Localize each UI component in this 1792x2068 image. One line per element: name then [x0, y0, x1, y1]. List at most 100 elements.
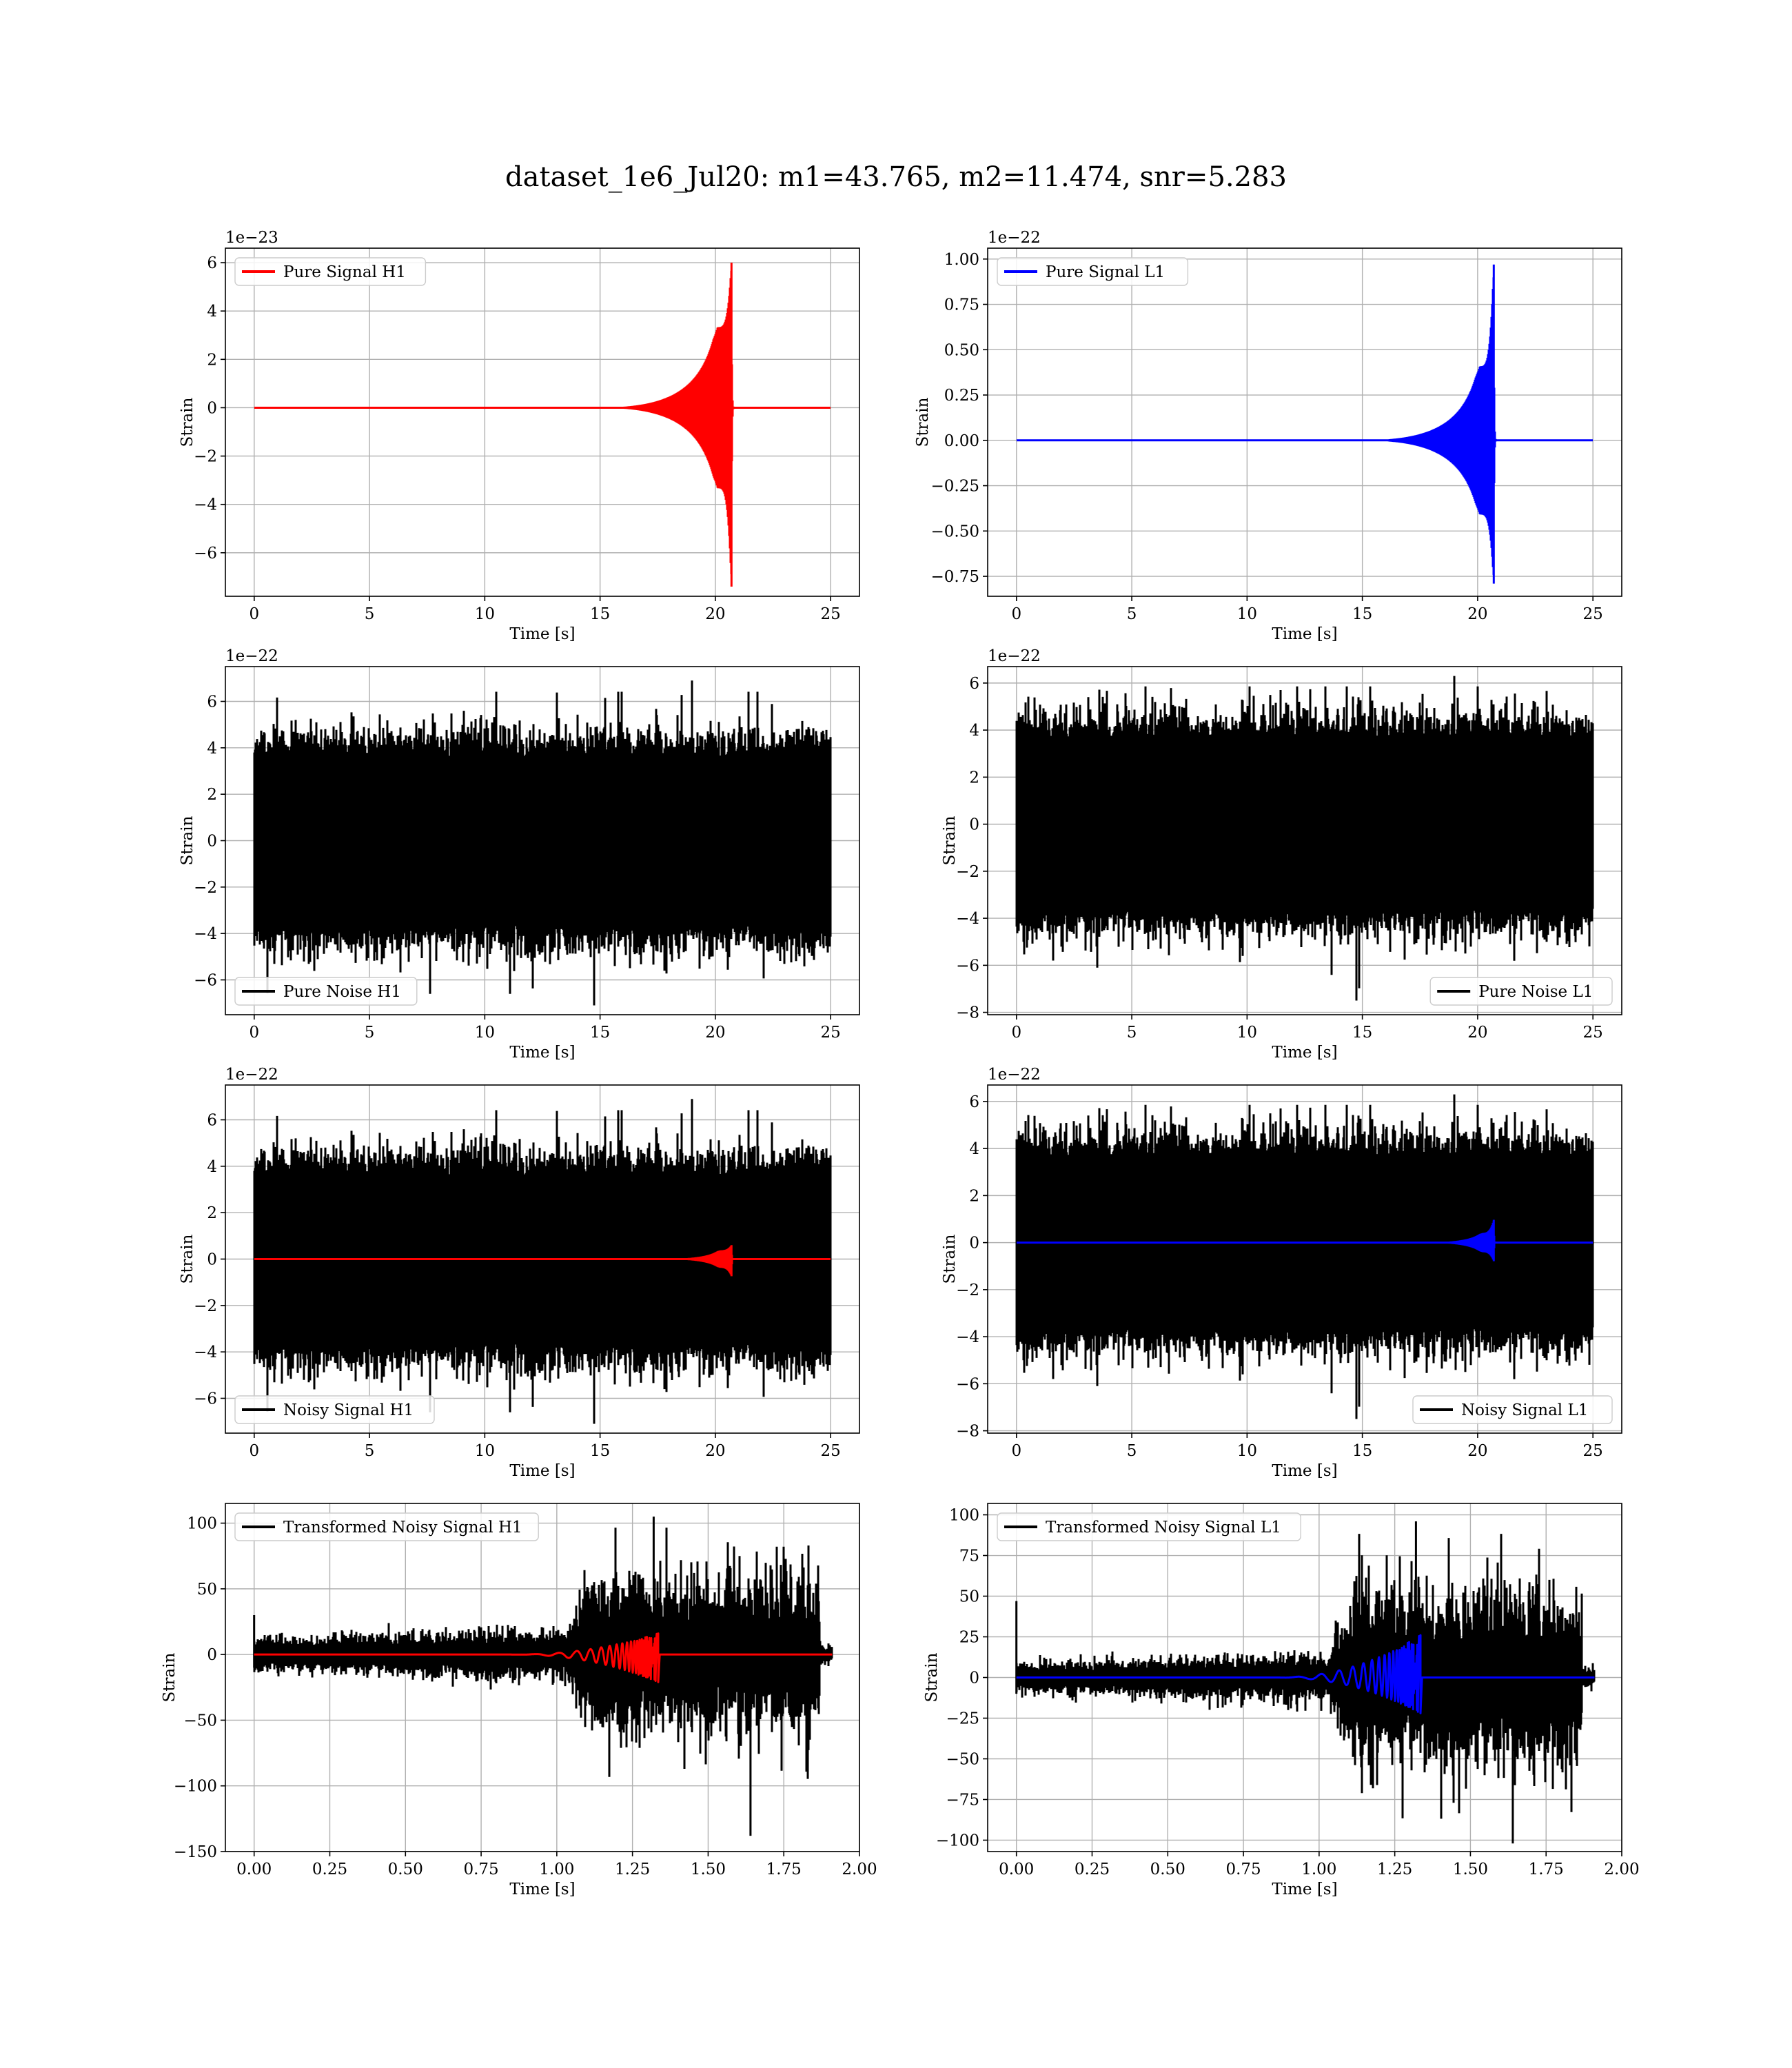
x-axis: 0 5 10 15 20 25: [1011, 1433, 1603, 1460]
y-tick-label: 100: [187, 1515, 217, 1533]
x-axis-label: Time [s]: [509, 1462, 575, 1480]
x-tick-label: 20: [1467, 605, 1487, 623]
y-tick-label: −0.50: [931, 523, 979, 540]
series-chirp-trace: [254, 263, 831, 587]
y-tick-label: −6: [194, 972, 217, 990]
plot-area: [253, 680, 832, 1006]
y-axis-label: Strain: [179, 815, 196, 865]
y-tick-label: 4: [969, 1140, 979, 1158]
series-chirp-trace: [254, 1245, 831, 1277]
y-tick-label: −100: [174, 1778, 217, 1796]
y-tick-label: 2: [969, 769, 979, 787]
y-offset-label: 1e−22: [988, 647, 1041, 665]
legend: Noisy Signal H1: [234, 1395, 435, 1424]
legend-box: [997, 257, 1189, 286]
x-tick-label: 1.00: [539, 1861, 574, 1878]
plot-area: [253, 1517, 833, 1836]
x-tick-label: 2.00: [842, 1861, 877, 1878]
legend-label: Noisy Signal H1: [283, 1401, 414, 1419]
series-chirp-trace: [1017, 264, 1593, 584]
series-transformed-chirp-trace: [1016, 1634, 1595, 1714]
y-tick-label: −4: [194, 496, 217, 514]
x-tick-label: 0: [249, 605, 259, 623]
y-axis: −6 −4 −2 0 2 4 6: [194, 693, 225, 990]
y-axis: −6 −4 −2 0 2 4 6: [194, 1112, 225, 1408]
x-tick-label: 1.75: [766, 1861, 802, 1878]
y-tick-label: 75: [959, 1548, 979, 1565]
y-tick-label: −6: [194, 545, 217, 562]
x-tick-label: 0.75: [1225, 1861, 1261, 1878]
x-tick-label: 0: [249, 1024, 259, 1042]
y-tick-label: 2: [207, 1204, 217, 1222]
legend-box: [997, 1512, 1301, 1541]
legend-box: [234, 257, 427, 286]
legend-label: Transformed Noisy Signal H1: [283, 1519, 522, 1537]
y-offset-label: 1e−22: [988, 229, 1041, 247]
x-axis: 0 5 10 15 20 25: [249, 1433, 841, 1460]
y-axis-label: Strain: [179, 1234, 196, 1284]
subplot-noisy-signal-h1: 0 5 10 15 20 25 −6 −4 −2 0 2 4 6 Time [s] Strain 1e−22 N…: [179, 1066, 860, 1480]
x-tick-label: 0.25: [1075, 1861, 1110, 1878]
legend: Pure Signal H1: [234, 257, 427, 286]
y-tick-label: 50: [959, 1588, 979, 1606]
x-tick-label: 5: [1127, 605, 1137, 623]
axes-frame: [225, 247, 860, 597]
axes-frame: [987, 1084, 1622, 1434]
y-offset-label: 1e−22: [225, 647, 278, 665]
x-axis: 0 5 10 15 20 25: [1011, 1015, 1603, 1042]
y-tick-label: 100: [949, 1507, 979, 1525]
axes-frame: [987, 247, 1622, 597]
y-offset-label: 1e−22: [988, 1066, 1041, 1084]
y-axis-label: Strain: [941, 815, 959, 865]
x-tick-label: 5: [1127, 1442, 1137, 1460]
y-tick-label: −2: [956, 1281, 979, 1299]
y-tick-label: 4: [969, 722, 979, 740]
series-noise-trace: [253, 680, 832, 1006]
legend: Pure Signal L1: [997, 257, 1189, 286]
y-tick-label: −8: [956, 1004, 979, 1022]
x-tick-label: 20: [705, 1442, 725, 1460]
x-tick-label: 25: [821, 605, 841, 623]
y-axis: −8 −6 −4 −2 0 2 4 6: [956, 675, 988, 1022]
x-tick-label: 2.00: [1604, 1861, 1639, 1878]
x-tick-label: 15: [590, 1024, 610, 1042]
y-axis-label: Strain: [941, 1234, 959, 1284]
x-tick-label: 15: [1352, 605, 1372, 623]
legend-box: [234, 1395, 435, 1424]
x-tick-label: 15: [1352, 1024, 1372, 1042]
y-tick-label: −6: [956, 1375, 979, 1393]
legend-label: Pure Signal L1: [1046, 263, 1165, 281]
x-axis-label: Time [s]: [1272, 1881, 1337, 1898]
y-axis-label: Strain: [923, 1652, 941, 1702]
y-tick-label: 6: [969, 675, 979, 693]
x-tick-label: 10: [475, 1024, 495, 1042]
y-tick-label: −8: [956, 1423, 979, 1441]
x-tick-label: 1.75: [1529, 1861, 1564, 1878]
legend: Transformed Noisy Signal L1: [997, 1512, 1301, 1541]
plot-area: [1015, 676, 1594, 1001]
y-tick-label: 0.25: [944, 387, 979, 405]
y-tick-label: 50: [197, 1581, 217, 1599]
x-tick-label: 1.50: [691, 1861, 726, 1878]
x-tick-label: 0.50: [388, 1861, 423, 1878]
legend-label: Pure Noise L1: [1478, 983, 1593, 1001]
y-tick-label: 0: [969, 1670, 979, 1687]
x-axis: 0.00 0.25 0.50 0.75 1.00 1.25 1.50 1.75 2.00: [236, 1852, 877, 1878]
x-tick-label: 1.25: [615, 1861, 650, 1878]
x-tick-label: 1.00: [1301, 1861, 1336, 1878]
x-axis-label: Time [s]: [509, 625, 575, 643]
y-tick-label: 2: [969, 1187, 979, 1205]
legend-box: [234, 1512, 539, 1541]
x-axis-label: Time [s]: [1272, 1462, 1337, 1480]
legend: Pure Noise H1: [234, 977, 418, 1006]
x-tick-label: 5: [1127, 1024, 1137, 1042]
y-tick-label: −4: [956, 1328, 979, 1346]
x-tick-label: 25: [821, 1442, 841, 1460]
x-tick-label: 25: [821, 1024, 841, 1042]
subplot-transformed-noisy-signal-l1: 0.00 0.25 0.50 0.75 1.00 1.25 1.50 1.75 2.00 −100…: [923, 1503, 1640, 1898]
y-tick-label: 0: [207, 1251, 217, 1269]
y-tick-label: −2: [194, 879, 217, 897]
x-tick-label: 10: [1237, 605, 1257, 623]
